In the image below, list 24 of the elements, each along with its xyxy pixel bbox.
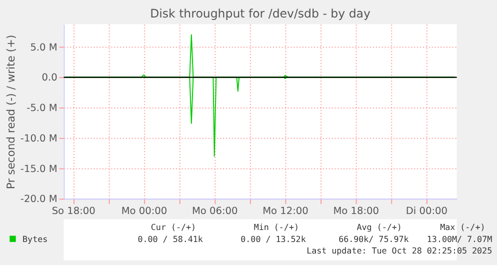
text: Max (-/+)	[440, 222, 486, 232]
text: 0.00 / 13.52k	[240, 234, 306, 244]
text: 66.90k/ 75.97k	[338, 234, 409, 244]
x-tick-label: Mo 00:00	[121, 206, 168, 217]
y-tick-label: -5.0 M	[26, 103, 58, 114]
y-tick-label: 5.0 M	[30, 42, 58, 54]
y-tick-label: 0.0	[42, 72, 58, 84]
y-axis-title: Pr second read (-) / write (+)	[4, 34, 18, 190]
text: Min (-/+)	[254, 222, 299, 232]
chart-title: Disk throughput for /dev/sdb - by day	[150, 6, 370, 20]
text: Last update: Tue Oct 28 02:25:05 2025	[306, 246, 492, 256]
x-tick-label: Mo 18:00	[333, 206, 379, 217]
y-tick-label: -10.0 M	[20, 133, 58, 144]
x-tick-label: Mo 12:00	[262, 206, 308, 217]
text: Cur (-/+)	[150, 222, 196, 232]
legend-label: Bytes	[22, 234, 48, 244]
text: Avg (-/+)	[356, 222, 402, 232]
x-tick-label: Di 00:00	[406, 206, 448, 217]
x-tick-label: Mo 06:00	[192, 206, 238, 217]
text: 13.00M/ 7.07M	[426, 234, 492, 244]
text: 0.00 / 58.41k	[138, 234, 203, 244]
y-tick-label: -20.0 M	[20, 194, 58, 206]
y-tick-label: -15.0 M	[20, 164, 58, 175]
x-tick-label: So 18:00	[52, 206, 96, 217]
